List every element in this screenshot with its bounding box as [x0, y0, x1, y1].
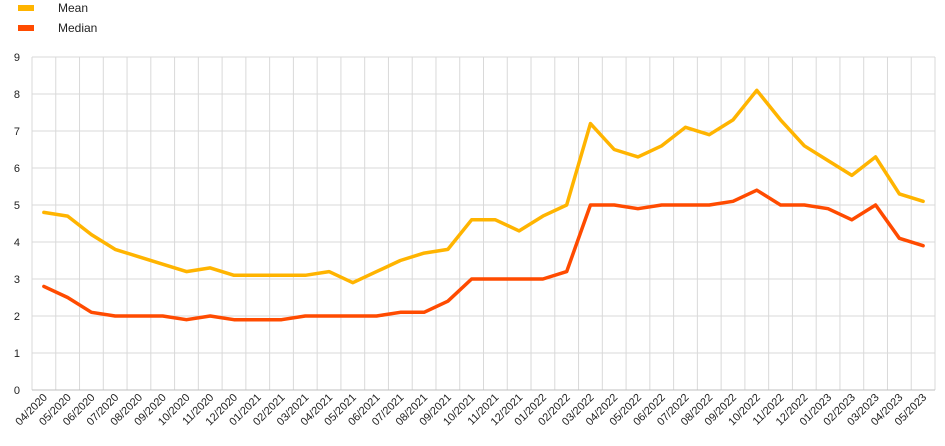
- y-tick-label: 8: [14, 89, 20, 101]
- y-tick-label: 5: [14, 200, 20, 212]
- series-line-mean: [42, 88, 925, 285]
- y-axis-ticks: 0 1 2 3 4 5 6 7 8 9: [14, 52, 20, 397]
- y-tick-label: 2: [14, 311, 20, 323]
- y-tick-label: 4: [14, 237, 20, 249]
- y-tick-label: 1: [14, 348, 20, 360]
- x-axis-ticks: 04/202005/202006/202007/202008/202009/20…: [13, 392, 929, 429]
- y-tick-label: 0: [14, 385, 20, 397]
- y-tick-label: 3: [14, 274, 20, 286]
- chart-grid: [31, 56, 936, 391]
- legend-swatch-mean: [18, 5, 34, 11]
- y-tick-label: 6: [14, 163, 20, 175]
- legend-label-mean: Mean: [58, 1, 89, 15]
- y-tick-label: 7: [14, 126, 20, 138]
- chart-series: [42, 88, 925, 322]
- series-line-median: [42, 188, 925, 322]
- legend-swatch-median: [18, 25, 34, 31]
- y-tick-label: 9: [14, 52, 20, 64]
- legend-label-median: Median: [58, 21, 98, 35]
